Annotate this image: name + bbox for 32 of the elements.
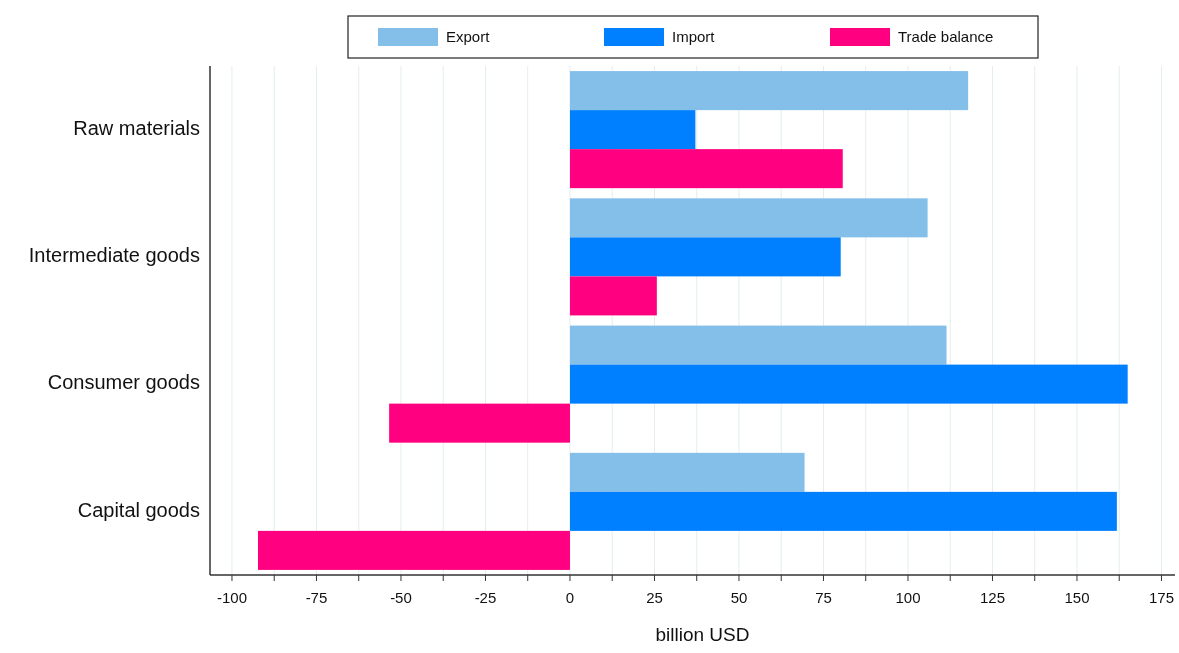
y-tick-label: Consumer goods (47, 371, 200, 394)
x-tick-label: -25 (474, 588, 497, 606)
x-tick-label: 175 (1148, 588, 1174, 606)
y-tick-label: Raw materials (73, 116, 200, 139)
legend-label: Import (672, 27, 716, 45)
x-tick-label: 0 (565, 588, 575, 606)
x-tick-label: 125 (979, 588, 1005, 606)
x-tick-label: 75 (815, 588, 832, 606)
bar (569, 149, 843, 189)
bar (258, 530, 570, 570)
legend-label: Export (446, 27, 491, 45)
bar (569, 452, 805, 492)
bar (569, 325, 947, 365)
x-tick-label: -50 (390, 588, 412, 606)
x-tick-label: 25 (646, 588, 663, 606)
legend-label: Trade balance (898, 27, 994, 45)
x-axis-title: billion USD (655, 624, 750, 645)
x-tick-label: -75 (305, 588, 328, 606)
x-tick-label: 150 (1064, 588, 1090, 606)
bar (569, 276, 657, 316)
x-tick-label: -100 (216, 588, 247, 606)
bar (569, 491, 1117, 531)
y-tick-label: Intermediate goods (28, 244, 200, 267)
x-tick-label: 50 (730, 588, 748, 606)
bar (569, 198, 928, 238)
bar (569, 237, 841, 277)
bar (389, 403, 570, 443)
bar (569, 364, 1128, 404)
bar (569, 110, 696, 150)
y-tick-label: Capital goods (77, 498, 200, 521)
bar (569, 71, 969, 111)
x-tick-label: 100 (895, 588, 921, 606)
